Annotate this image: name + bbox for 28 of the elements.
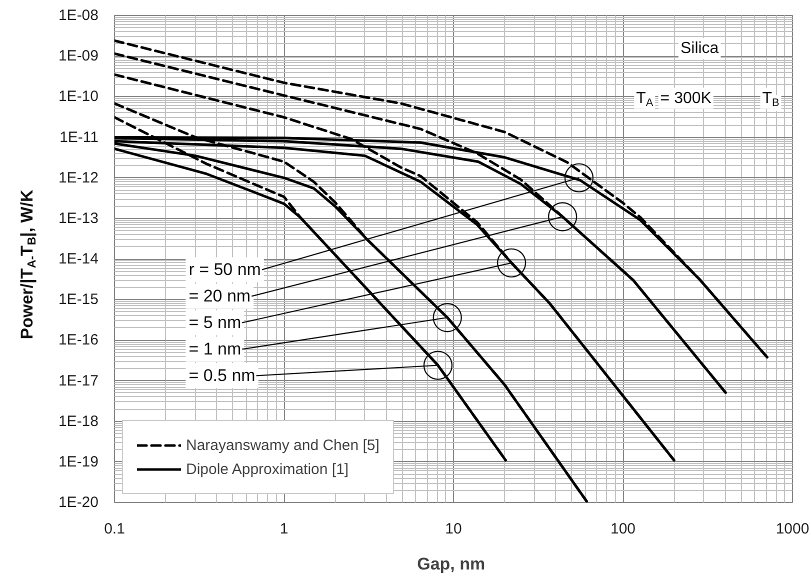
- x-tick-label: 0.1: [104, 520, 125, 538]
- y-tick-label: 1E-11: [60, 128, 99, 146]
- annotation: = 0.5 nm: [188, 366, 256, 386]
- y-tick-label: 1E-12: [58, 169, 99, 186]
- annotation: Silica: [680, 40, 719, 58]
- y-tick-label: 1E-20: [58, 494, 99, 511]
- annotation: = 5 nm: [188, 313, 242, 332]
- x-tick-label: 1: [280, 520, 288, 538]
- x-tick-label: 100: [610, 520, 636, 538]
- annotation: = 1 nm: [188, 340, 242, 359]
- x-axis-title: Gap, nm: [417, 554, 486, 574]
- y-tick-label: 1E-17: [58, 372, 99, 390]
- y-tick-label: 1E-18: [58, 412, 99, 430]
- legend-label: Dipole Approximation [1]: [186, 460, 349, 478]
- y-axis-title: Power/|TA-TB|, W/K: [17, 189, 38, 340]
- annotation: = 20 nm: [188, 286, 251, 306]
- y-tick-label: 1E-14: [58, 250, 99, 268]
- x-tick-label: 10: [445, 520, 462, 538]
- y-tick-label: 1E-16: [58, 332, 99, 349]
- y-tick-label: 1E-19: [58, 453, 99, 470]
- legend-label: Narayanswamy and Chen [5]: [186, 436, 380, 454]
- y-tick-label: 1E-15: [58, 291, 99, 308]
- y-tick-label: 1E-08: [58, 7, 99, 24]
- x-tick-label: 1000: [776, 520, 810, 538]
- y-tick-label: 1E-09: [58, 48, 99, 65]
- y-tick-label: 1E-10: [58, 88, 99, 106]
- y-tick-label: 1E-13: [58, 210, 99, 227]
- annotation: r = 50 nm: [188, 260, 261, 280]
